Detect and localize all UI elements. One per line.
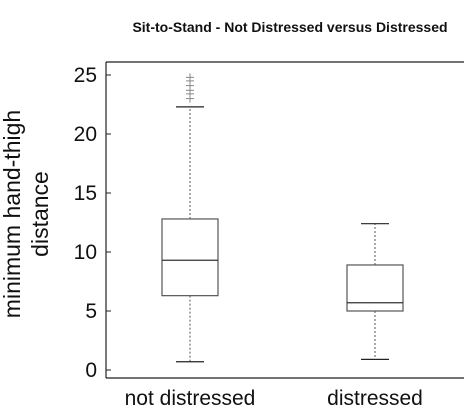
outlier-marker: [186, 73, 194, 82]
x-axis-categories: not distressed distressed: [125, 387, 423, 410]
iqr-box: [346, 264, 404, 312]
x-category-label: not distressed: [125, 387, 256, 410]
plot-axes: [105, 61, 464, 379]
y-tick-label: 10: [74, 241, 97, 264]
x-category-label: distressed: [327, 387, 423, 410]
box-series: [161, 73, 404, 363]
y-tick-label: 5: [85, 300, 97, 323]
box-not-distressed: [161, 73, 219, 363]
y-axis-label-line-1: minimum hand-thigh: [0, 110, 25, 318]
y-tick-label: 20: [74, 123, 97, 146]
y-tick-label: 15: [74, 182, 97, 205]
y-tick-label: 25: [74, 64, 97, 87]
y-axis-ticks: 0 5 10 15 20 25: [74, 64, 111, 382]
iqr-box: [161, 218, 219, 297]
y-axis-label: minimum hand-thigh distance: [0, 110, 53, 318]
y-tick-label: 0: [85, 359, 97, 382]
box-distressed: [346, 223, 404, 360]
chart-title: Sit-to-Stand - Not Distressed versus Dis…: [132, 19, 447, 35]
y-axis-label-line-2: distance: [27, 171, 53, 257]
